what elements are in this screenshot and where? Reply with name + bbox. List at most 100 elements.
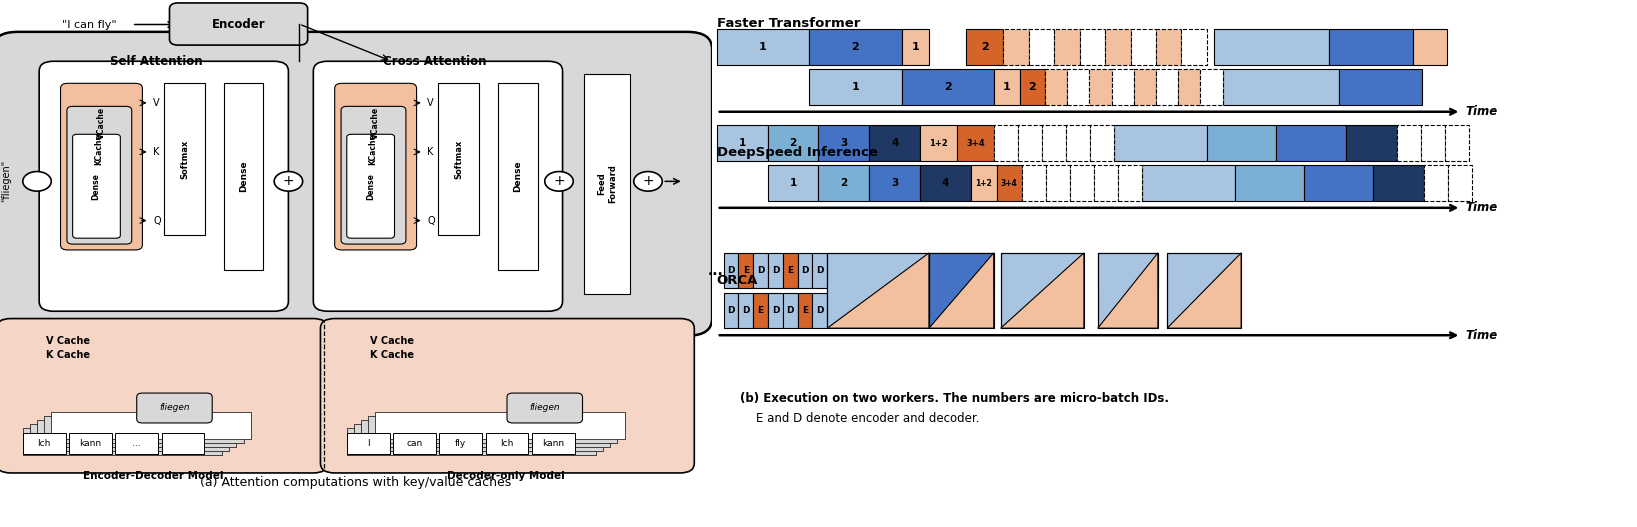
- FancyBboxPatch shape: [138, 393, 213, 423]
- Bar: [162, 433, 205, 454]
- Bar: [971, 165, 997, 201]
- Bar: [1112, 70, 1134, 105]
- Bar: [1131, 30, 1156, 65]
- Bar: [1449, 165, 1472, 201]
- Bar: [1030, 30, 1054, 65]
- Bar: [29, 424, 229, 451]
- Text: "I can fly": "I can fly": [62, 19, 116, 30]
- Bar: [1067, 70, 1090, 105]
- Bar: [768, 293, 782, 328]
- Bar: [499, 83, 537, 269]
- Bar: [724, 293, 738, 328]
- FancyBboxPatch shape: [321, 318, 694, 473]
- Bar: [782, 293, 797, 328]
- Text: D: D: [800, 266, 809, 275]
- Bar: [997, 165, 1021, 201]
- Text: 1: 1: [912, 42, 920, 52]
- Bar: [818, 165, 869, 201]
- FancyBboxPatch shape: [72, 134, 121, 238]
- Text: E: E: [758, 306, 764, 315]
- Bar: [1373, 165, 1424, 201]
- Text: Q: Q: [154, 216, 160, 226]
- Bar: [812, 293, 827, 328]
- Bar: [1215, 30, 1329, 65]
- Bar: [1305, 165, 1373, 201]
- Text: E: E: [787, 266, 794, 275]
- FancyBboxPatch shape: [170, 3, 308, 45]
- Bar: [368, 416, 617, 443]
- Text: D: D: [727, 306, 735, 315]
- Bar: [347, 433, 390, 454]
- Bar: [1206, 125, 1277, 161]
- Bar: [1421, 125, 1444, 161]
- Text: Self Attention: Self Attention: [110, 55, 203, 68]
- Text: Ich: Ich: [501, 439, 514, 448]
- Bar: [1098, 253, 1157, 328]
- Polygon shape: [1167, 253, 1241, 328]
- Bar: [768, 125, 818, 161]
- Bar: [966, 30, 1003, 65]
- Text: V: V: [154, 98, 160, 108]
- Bar: [920, 125, 958, 161]
- Bar: [164, 83, 205, 235]
- Text: K Cache: K Cache: [370, 350, 414, 360]
- Text: Q: Q: [427, 216, 435, 226]
- Text: KCache: KCache: [93, 134, 103, 165]
- Bar: [1277, 125, 1346, 161]
- Bar: [797, 253, 812, 288]
- Bar: [994, 70, 1020, 105]
- Text: Dense: Dense: [365, 173, 375, 200]
- Text: 3: 3: [840, 138, 848, 148]
- Text: 1: 1: [1003, 82, 1010, 92]
- Text: E: E: [743, 266, 748, 275]
- Bar: [1156, 70, 1179, 105]
- Text: Encoder-Decoder Model: Encoder-Decoder Model: [83, 471, 223, 481]
- Text: K Cache: K Cache: [46, 350, 90, 360]
- Text: fliegen: fliegen: [159, 403, 190, 412]
- Bar: [869, 125, 920, 161]
- Text: 1: 1: [789, 178, 797, 188]
- FancyBboxPatch shape: [347, 134, 395, 238]
- Bar: [809, 70, 902, 105]
- Bar: [439, 83, 480, 235]
- Bar: [347, 428, 596, 455]
- Text: 4: 4: [891, 138, 899, 148]
- Bar: [69, 433, 111, 454]
- Bar: [1134, 70, 1156, 105]
- Text: V Cache: V Cache: [46, 336, 90, 346]
- Bar: [724, 253, 738, 288]
- Text: 3+4: 3+4: [966, 139, 985, 148]
- FancyBboxPatch shape: [313, 61, 563, 311]
- Bar: [1167, 253, 1241, 328]
- Text: K: K: [427, 147, 434, 157]
- Bar: [1329, 30, 1413, 65]
- Text: E and D denote encoder and decoder.: E and D denote encoder and decoder.: [756, 412, 979, 425]
- Bar: [1080, 30, 1105, 65]
- Bar: [1090, 70, 1112, 105]
- Bar: [23, 433, 65, 454]
- Polygon shape: [1000, 253, 1084, 328]
- Text: kann: kann: [79, 439, 101, 448]
- Text: 1+2: 1+2: [930, 139, 948, 148]
- Polygon shape: [827, 253, 928, 328]
- Text: +: +: [283, 174, 295, 188]
- Bar: [51, 412, 250, 439]
- Text: Ich: Ich: [38, 439, 51, 448]
- Bar: [958, 125, 994, 161]
- Bar: [532, 433, 575, 454]
- Bar: [393, 433, 435, 454]
- Circle shape: [634, 172, 663, 191]
- Text: Softmax: Softmax: [453, 140, 463, 179]
- Text: KCache: KCache: [368, 134, 377, 165]
- Bar: [1115, 125, 1206, 161]
- Bar: [753, 253, 768, 288]
- FancyBboxPatch shape: [340, 106, 406, 244]
- Bar: [584, 73, 630, 294]
- Bar: [1179, 70, 1200, 105]
- Text: 2: 2: [1028, 82, 1036, 92]
- Bar: [1234, 165, 1305, 201]
- Text: D: D: [817, 306, 823, 315]
- Bar: [1054, 30, 1080, 65]
- Text: "fliegen": "fliegen": [0, 160, 11, 202]
- Text: D: D: [771, 306, 779, 315]
